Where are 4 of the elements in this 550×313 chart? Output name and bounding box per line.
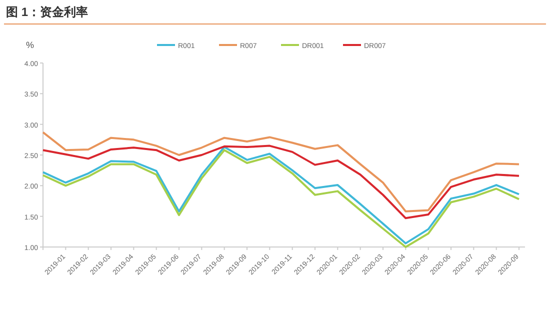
line-series [42,131,520,212]
y-axis-title: % [26,40,34,50]
chart-title: 图 1：资金利率 [6,5,88,19]
line-series [42,144,520,220]
